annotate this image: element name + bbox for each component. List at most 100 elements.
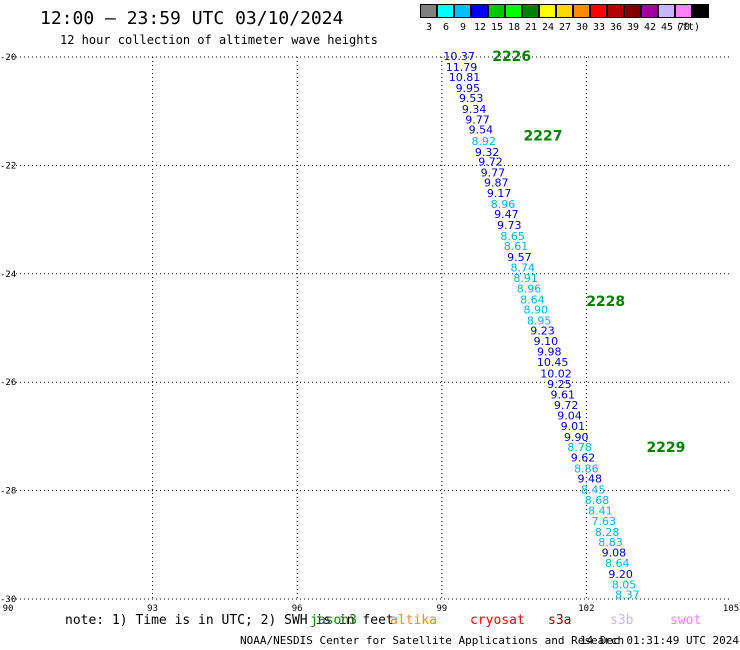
lon-tick-label: 105 [723,604,739,614]
wave-height-label: 8.37 [615,589,640,602]
credit-line: NOAA/NESDIS Center for Satellite Applica… [240,634,625,647]
legend-label: 36 [609,22,623,33]
lat-tick-label: -28 [0,487,16,497]
legend-label: 6 [442,22,450,33]
legend-unit: (ft) [675,22,701,33]
legend-swatch [573,4,590,18]
wave-height-label: 8.91 [513,272,538,285]
wave-height-label: 9.25 [547,378,572,391]
wave-height-label: 9.62 [571,452,596,465]
footer-note: note: 1) Time is in UTC; 2) SWH is in fe… [65,613,394,628]
lat-tick-label: -26 [0,378,16,388]
legend-swatch [420,4,437,18]
wave-height-label: 9.72 [478,156,503,169]
legend-label: 42 [643,22,657,33]
legend-swatch [454,4,471,18]
wave-height-label: 9.32 [475,146,500,159]
satellite-swot: swot [670,613,702,628]
legend-label: 9 [459,22,467,33]
legend-label: 12 [473,22,487,33]
wave-height-label: 8.83 [598,536,623,549]
pass-label: 2228 [586,294,625,310]
wave-height-label: 8.45 [581,484,606,497]
legend-swatch [437,4,454,18]
wave-height-label: 8.90 [524,304,549,317]
wave-height-label: 8.61 [504,240,529,253]
page-subtitle: 12 hour collection of altimeter wave hei… [60,33,378,47]
wave-height-label: 9.53 [459,92,484,105]
wave-height-label: 10.81 [449,71,481,84]
legend-swatch [522,4,539,18]
legend-swatch [692,4,709,18]
wave-height-label: 9.34 [462,103,487,116]
legend-swatch [471,4,488,18]
wave-height-label: 8.74 [511,261,536,274]
legend-swatch [505,4,522,18]
wave-height-label: 8.05 [612,578,637,591]
wave-height-label: 10.02 [540,368,572,381]
pass-label: 2227 [524,129,563,145]
legend-label: 21 [524,22,538,33]
wave-height-label: 9.87 [484,177,509,190]
wave-height-label: 9.08 [602,546,627,559]
wave-height-label: 8.78 [567,441,592,454]
legend-swatch [539,4,556,18]
legend-swatch [641,4,658,18]
legend-label: 3 [425,22,433,33]
wave-height-label: 9.48 [578,473,603,486]
legend-label: 33 [592,22,606,33]
wave-height-label: 8.64 [605,557,630,570]
wave-height-label: 9.57 [507,251,532,264]
wave-height-label: 10.45 [537,356,569,369]
wave-height-label: 8.96 [517,282,542,295]
lat-tick-label: -30 [0,595,16,605]
satellite-cryosat: cryosat [470,613,525,628]
wave-height-label: 7.63 [592,515,617,528]
wave-height-label: 9.47 [494,208,519,221]
legend-label: 15 [490,22,504,33]
legend-label: 27 [558,22,572,33]
legend-swatch [488,4,505,18]
page-title: 12:00 – 23:59 UTC 03/10/2024 [40,8,344,29]
lon-tick-label: 99 [436,604,447,614]
pass-label: 2229 [646,440,685,456]
legend-label: 39 [626,22,640,33]
wave-height-label: 8.96 [491,198,516,211]
wave-height-label: 10.37 [443,50,475,63]
wave-height-label: 9.17 [487,187,512,200]
legend-swatch [624,4,641,18]
wave-height-label: 9.77 [465,113,490,126]
satellite-jason3: jason3 [310,613,357,628]
lon-tick-label: 90 [3,604,14,614]
generated-timestamp: 14 Dec 01:31:49 UTC 2024 [580,634,739,647]
lon-tick-label: 93 [147,604,158,614]
pass-label: 2226 [492,49,531,65]
wave-height-label: 11.79 [446,61,478,74]
lon-tick-label: 102 [578,604,594,614]
wave-height-label: 8.92 [471,135,496,148]
wave-height-label: 9.77 [481,166,506,179]
legend-swatch [556,4,573,18]
wave-height-label: 9.73 [497,219,522,232]
wave-height-label: 8.86 [574,462,599,475]
legend-label: 24 [541,22,555,33]
legend-swatch [675,4,692,18]
wave-height-label: 8.68 [585,494,610,507]
wave-height-label: 8.64 [520,293,545,306]
wave-height-label: 9.20 [608,568,633,581]
wave-height-label: 9.54 [469,124,494,137]
lat-tick-label: -24 [0,270,16,280]
wave-height-label: 9.95 [456,82,481,95]
wave-height-label: 9.72 [554,399,579,412]
legend-label: 18 [507,22,521,33]
lat-tick-label: -22 [0,161,16,171]
satellite-s3b: s3b [610,613,634,628]
legend-label: 30 [575,22,589,33]
wave-height-label: 9.01 [561,420,586,433]
wave-height-label: 9.98 [537,345,562,358]
wave-height-label: 9.90 [564,431,589,444]
wave-height-label: 8.28 [595,526,620,539]
lon-tick-label: 96 [292,604,303,614]
wave-height-label: 9.04 [557,409,582,422]
